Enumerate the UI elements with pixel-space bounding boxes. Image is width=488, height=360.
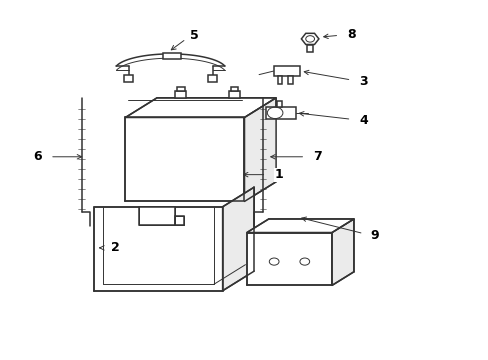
Text: 6: 6 <box>34 150 42 163</box>
Text: 4: 4 <box>358 114 367 127</box>
Polygon shape <box>246 219 353 233</box>
Polygon shape <box>125 117 244 202</box>
Text: 9: 9 <box>370 229 379 242</box>
Polygon shape <box>277 101 282 107</box>
Text: 8: 8 <box>346 28 355 41</box>
Polygon shape <box>222 187 254 291</box>
Polygon shape <box>177 87 184 91</box>
Text: 2: 2 <box>111 241 120 255</box>
Polygon shape <box>230 87 238 91</box>
Polygon shape <box>306 45 312 53</box>
Text: 7: 7 <box>312 150 321 163</box>
Polygon shape <box>273 66 300 76</box>
Text: 1: 1 <box>274 168 283 181</box>
Polygon shape <box>228 91 239 98</box>
Polygon shape <box>301 33 318 45</box>
Polygon shape <box>246 233 331 285</box>
Polygon shape <box>175 216 183 225</box>
Text: 5: 5 <box>190 28 199 42</box>
Polygon shape <box>287 76 292 84</box>
Polygon shape <box>163 53 180 59</box>
Polygon shape <box>175 91 186 98</box>
Polygon shape <box>331 219 353 285</box>
Polygon shape <box>266 107 295 119</box>
Polygon shape <box>94 207 222 291</box>
Text: 3: 3 <box>358 75 367 88</box>
Polygon shape <box>123 75 133 82</box>
Polygon shape <box>244 98 276 202</box>
Polygon shape <box>277 76 282 84</box>
Polygon shape <box>139 207 175 225</box>
Polygon shape <box>207 75 217 82</box>
Polygon shape <box>125 98 276 117</box>
